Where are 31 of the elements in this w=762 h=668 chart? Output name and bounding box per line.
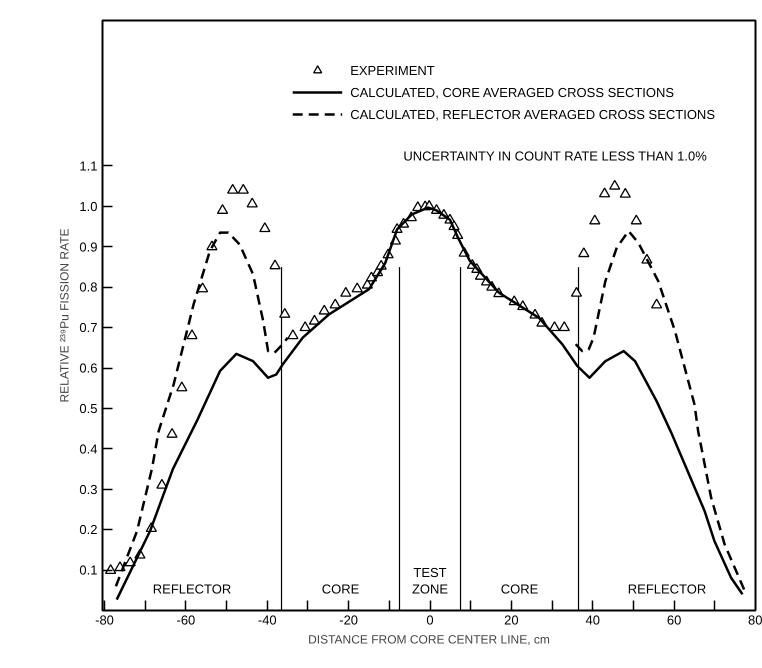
y-tick-label: 0.4 — [79, 441, 98, 456]
x-tick-label: 40 — [586, 612, 600, 628]
x-tick-label: 20 — [504, 612, 519, 628]
legend-label: EXPERIMENT — [350, 62, 435, 78]
x-tick-label: -80 — [95, 612, 114, 628]
legend-label: CALCULATED, REFLECTOR AVERAGED CROSS SECTIONS — [350, 106, 715, 122]
y-tick-label: 0.3 — [79, 482, 98, 497]
y-tick-label: 0.5 — [79, 400, 98, 416]
y-tick-label: 0.7 — [79, 320, 98, 336]
x-axis-title: DISTANCE FROM CORE CENTER LINE, cm — [308, 632, 550, 646]
annotation: CORE — [322, 582, 360, 596]
legend-label: CALCULATED, CORE AVERAGED CROSS SECTIONS — [350, 84, 674, 100]
annotation: CORE — [500, 582, 539, 596]
y-tick-label: 0.2 — [79, 522, 98, 538]
y-tick-label: 0.1 — [79, 562, 98, 578]
y-tick-label: 0.9 — [79, 239, 98, 254]
annotation: REFLECTOR — [152, 582, 232, 596]
x-tick-label: 80 — [748, 612, 762, 628]
y-tick-label: 0.6 — [79, 360, 98, 376]
x-tick-label: -60 — [176, 612, 196, 628]
y-axis-title: RELATIVE ²³⁹Pu FISSION RATE — [57, 228, 72, 403]
annotation: REFLECTOR — [628, 582, 706, 596]
annotation: TEST ZONE — [412, 565, 448, 596]
x-tick-label: -20 — [339, 612, 358, 628]
annotation: UNCERTAINTY IN COUNT RATE LESS THAN 1.0% — [403, 148, 708, 164]
y-tick-label: 1.0 — [79, 198, 98, 214]
y-tick-label: 0.8 — [79, 280, 98, 295]
x-tick-label: 0 — [426, 612, 434, 628]
x-tick-label: -40 — [258, 612, 277, 628]
y-tick-label: 1.1 — [79, 158, 98, 174]
x-tick-label: 60 — [666, 612, 682, 628]
